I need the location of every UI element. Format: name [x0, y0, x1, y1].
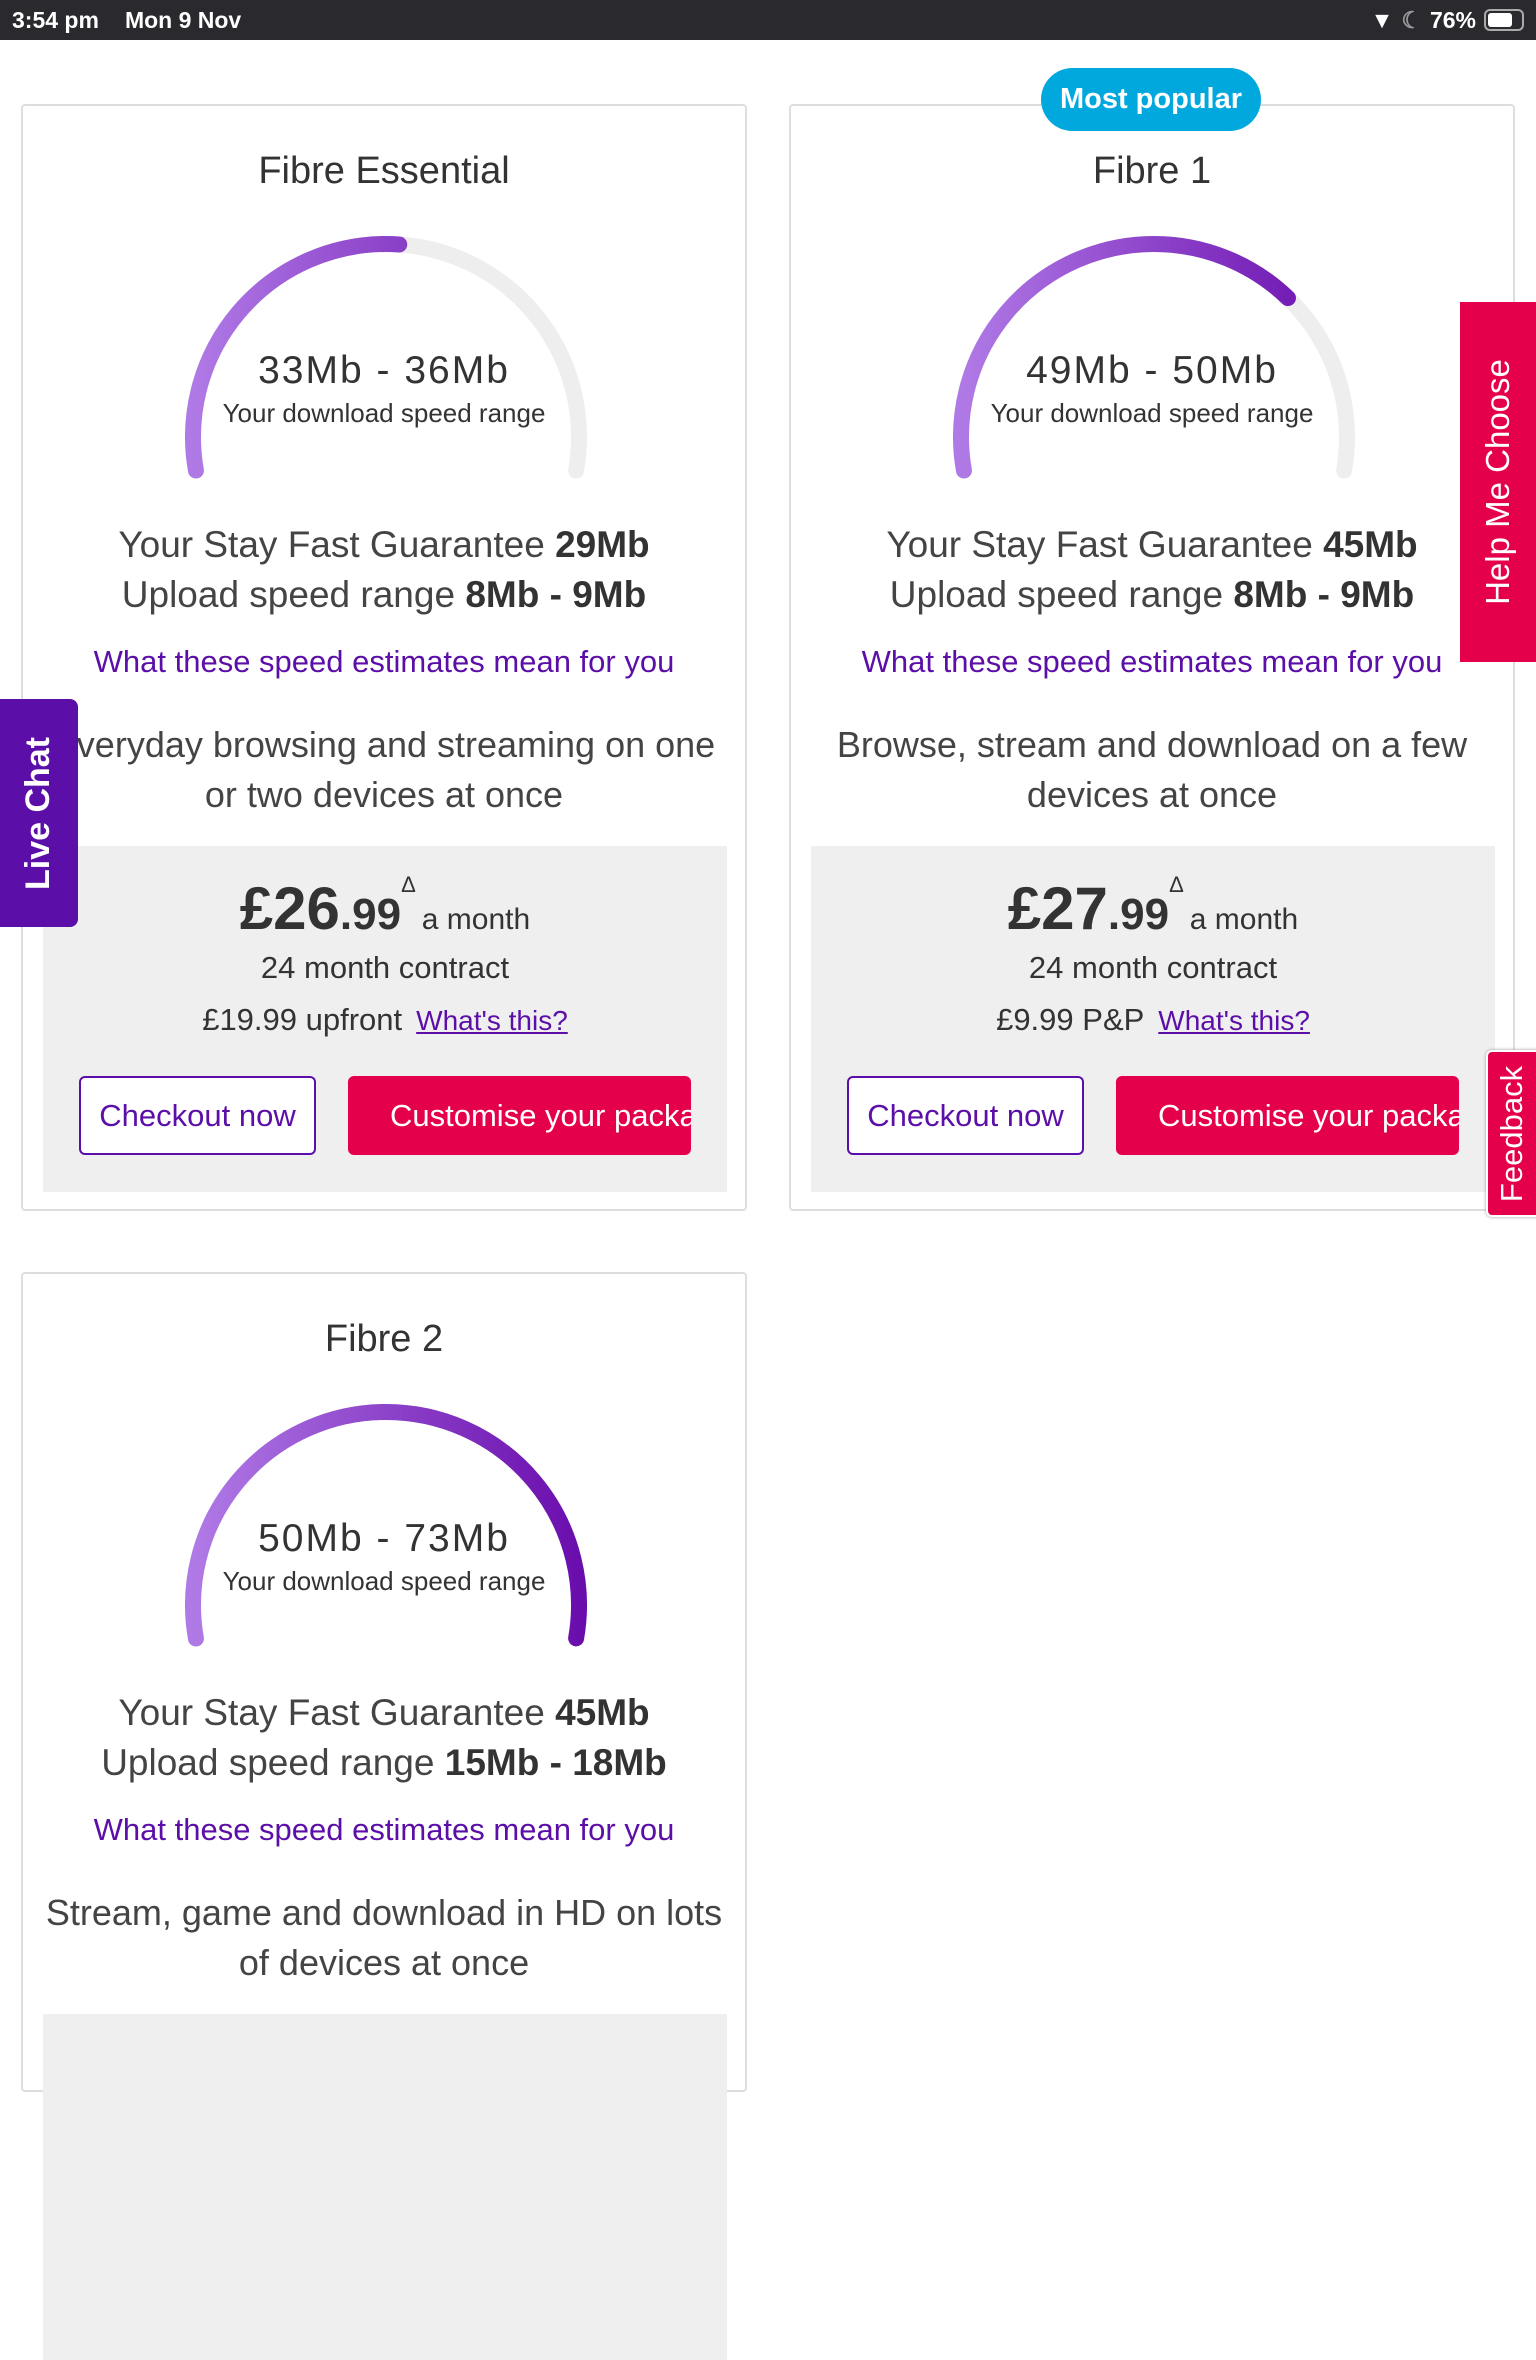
guarantee-label: Your Stay Fast Guarantee [118, 524, 556, 565]
customise-package-button[interactable]: Customise your package [1116, 1076, 1459, 1155]
guarantee-value: 29Mb [555, 524, 650, 565]
speed-gauge [185, 236, 587, 479]
price-footnote-mark: Δ [1169, 872, 1184, 897]
contract-length: 24 month contract [260, 950, 510, 985]
stay-fast-guarantee: Your Stay Fast Guarantee 45Mb [23, 1692, 745, 1734]
help-me-choose-label: Help Me Choose [1479, 359, 1517, 605]
speed-estimates-link[interactable]: What these speed estimates mean for you [861, 644, 1443, 679]
upload-value: 15Mb - 18Mb [444, 1742, 667, 1783]
battery-icon [1484, 9, 1524, 31]
customise-package-button[interactable]: Customise your package [348, 1076, 691, 1155]
checkout-now-button[interactable]: Checkout now [79, 1076, 316, 1155]
monthly-price: £26.99Δa month [43, 872, 727, 943]
upfront-cost: £9.99 P&P What's this? [811, 1002, 1495, 1038]
price-pounds: £26 [239, 875, 340, 942]
download-speed-label: Your download speed range [222, 398, 546, 428]
upload-speed-range: Upload speed range 15Mb - 18Mb [23, 1742, 745, 1784]
gauge-fill [953, 236, 1355, 479]
upload-speed-range: Upload speed range 8Mb - 9Mb [791, 574, 1513, 616]
gauge-fill [185, 1404, 587, 1647]
upload-value: 8Mb - 9Mb [1233, 574, 1415, 615]
feedback-label: Feedback [1494, 1065, 1530, 1202]
status-time: 3:54 pm [12, 6, 99, 33]
price-box [43, 2014, 727, 2360]
download-speed-label: Your download speed range [222, 1566, 546, 1596]
upfront-cost: £19.99 upfront What's this? [43, 1002, 727, 1038]
download-speed-range: 49Mb - 50Mb [1026, 349, 1278, 392]
guarantee-value: 45Mb [1323, 524, 1418, 565]
whats-this-link[interactable]: What's this? [1158, 1005, 1310, 1036]
gauge-fill [185, 236, 587, 479]
plan-title: Fibre 1 [1092, 150, 1212, 192]
whats-this-link[interactable]: What's this? [416, 1005, 568, 1036]
plan-card-fibre-essential: Fibre Essential 33Mb - 36Mb Your downloa… [21, 104, 747, 1211]
upload-value: 8Mb - 9Mb [465, 574, 647, 615]
checkout-now-button[interactable]: Checkout now [847, 1076, 1084, 1155]
upfront-value: £9.99 P&P [996, 1002, 1145, 1037]
download-speed-range: 50Mb - 73Mb [258, 1517, 510, 1560]
plan-title: Fibre 2 [324, 1318, 444, 1360]
live-chat-label: Live Chat [19, 736, 58, 890]
upload-label: Upload speed range [101, 1742, 445, 1783]
speed-gauge [953, 236, 1355, 479]
price-period: a month [1189, 903, 1299, 936]
price-pounds: £27 [1007, 875, 1108, 942]
download-speed-label: Your download speed range [990, 398, 1314, 428]
download-speed-range: 33Mb - 36Mb [258, 349, 510, 392]
price-period: a month [421, 903, 531, 936]
price-box: £27.99Δa month 24 month contract £9.99 P… [811, 846, 1495, 1192]
plan-card-fibre-2: Fibre 2 50Mb - 73Mb Your download speed … [21, 1272, 747, 2360]
live-chat-button[interactable]: Live Chat [0, 699, 78, 927]
guarantee-label: Your Stay Fast Guarantee [118, 1692, 556, 1733]
status-date: Mon 9 Nov [124, 6, 242, 33]
contract-length: 24 month contract [1028, 950, 1278, 985]
price-pence: .99 [339, 890, 402, 939]
plan-card-fibre-1: Fibre 1 49Mb - 50Mb Your download speed … [789, 104, 1515, 1211]
price-box: £26.99Δa month 24 month contract £19.99 … [43, 846, 727, 1192]
price-pence: .99 [1107, 890, 1170, 939]
moon-icon: ☾ [1401, 6, 1422, 33]
upfront-value: £19.99 upfront [202, 1002, 403, 1037]
plan-description: Browse, stream and download on a few dev… [836, 724, 1468, 815]
help-me-choose-button[interactable]: Help Me Choose [1460, 302, 1536, 662]
monthly-price: £27.99Δa month [811, 872, 1495, 943]
stay-fast-guarantee: Your Stay Fast Guarantee 29Mb [23, 524, 745, 566]
status-bar: 3:54 pm Mon 9 Nov ▼ ☾ 76% [0, 0, 1536, 40]
speed-estimates-link[interactable]: What these speed estimates mean for you [93, 644, 675, 679]
upload-label: Upload speed range [121, 574, 466, 615]
most-popular-badge: Most popular [1041, 68, 1261, 131]
speed-estimates-link[interactable]: What these speed estimates mean for you [93, 1812, 675, 1847]
guarantee-value: 45Mb [555, 1692, 650, 1733]
guarantee-label: Your Stay Fast Guarantee [886, 524, 1324, 565]
plan-description: Stream, game and download in HD on lots … [45, 1892, 723, 1983]
wifi-icon: ▼ [1370, 6, 1394, 33]
stay-fast-guarantee: Your Stay Fast Guarantee 45Mb [791, 524, 1513, 566]
plan-title: Fibre Essential [258, 150, 510, 192]
speed-gauge [185, 1404, 587, 1647]
plan-description: Everyday browsing and streaming on one o… [52, 724, 716, 815]
upload-label: Upload speed range [889, 574, 1234, 615]
price-footnote-mark: Δ [401, 872, 416, 897]
upload-speed-range: Upload speed range 8Mb - 9Mb [23, 574, 745, 616]
feedback-button[interactable]: Feedback [1486, 1050, 1536, 1217]
battery-percent: 76% [1429, 6, 1476, 33]
